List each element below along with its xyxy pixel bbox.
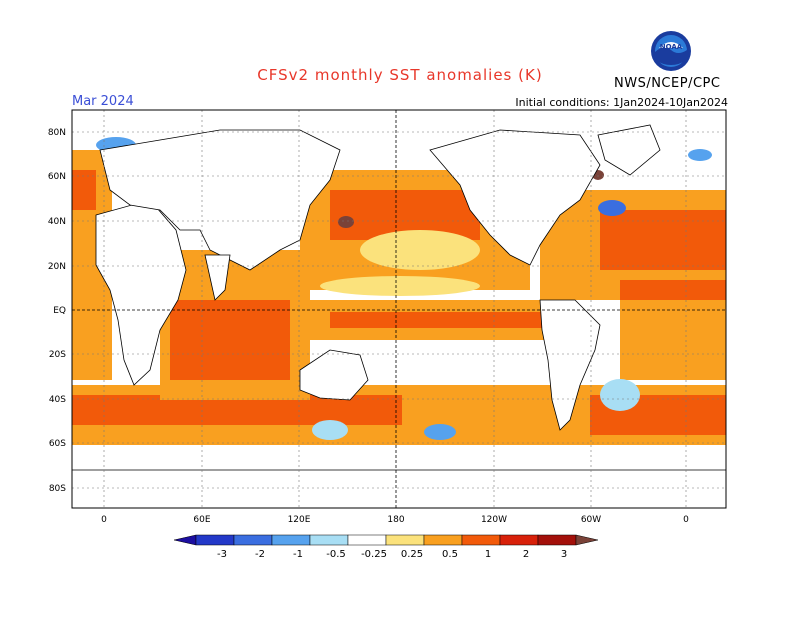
colorbar-min-arrow bbox=[173, 534, 197, 546]
initial-conditions: Initial conditions: 1Jan2024-10Jan2024 bbox=[515, 96, 728, 109]
agency-label: NWS/NCEP/CPC bbox=[614, 76, 721, 91]
graticule bbox=[72, 110, 726, 508]
lon-tick-label: 60E bbox=[193, 515, 210, 525]
colorbar-label: -0.5 bbox=[326, 549, 346, 560]
colorbar-label: -3 bbox=[217, 549, 227, 560]
colorbar-max-arrow bbox=[575, 534, 599, 546]
lon-tick-label: 120E bbox=[288, 515, 311, 525]
colorbar-label: 1 bbox=[485, 549, 491, 560]
colorbar-segment bbox=[423, 534, 463, 546]
lat-tick-label: EQ bbox=[53, 306, 66, 316]
colorbar-label: -2 bbox=[255, 549, 265, 560]
lon-tick-label: 120W bbox=[481, 515, 507, 525]
continents bbox=[72, 124, 726, 508]
colorbar-label: 0.25 bbox=[401, 549, 423, 560]
colorbar-label: -1 bbox=[293, 549, 303, 560]
logo-text: NOAA bbox=[660, 43, 683, 51]
eurasia bbox=[99, 129, 341, 271]
lon-tick-label: 0 bbox=[101, 515, 107, 525]
lon-tick-label: 0 bbox=[683, 515, 689, 525]
greenland bbox=[597, 124, 661, 176]
map-border bbox=[71, 109, 727, 509]
lat-tick-label: 80N bbox=[48, 128, 66, 138]
colorbar-label: 2 bbox=[523, 549, 529, 560]
colorbar-segment bbox=[499, 534, 539, 546]
colorbar-segment bbox=[271, 534, 311, 546]
lon-tick-label: 60W bbox=[581, 515, 601, 525]
lat-tick-label: 60S bbox=[49, 439, 66, 449]
map-title: CFSv2 monthly SST anomalies (K) bbox=[257, 66, 543, 84]
colorbar-segment bbox=[385, 534, 425, 546]
colorbar-label: -0.25 bbox=[361, 549, 387, 560]
lat-tick-label: 40N bbox=[48, 217, 66, 227]
colorbar-label: 3 bbox=[561, 549, 567, 560]
colorbar: -3 -2 -1 -0.5 -0.25 0.25 0.5 1 2 3 bbox=[173, 534, 599, 560]
lat-tick-label: 80S bbox=[49, 484, 66, 494]
lat-tick-label: 40S bbox=[49, 395, 66, 405]
colorbar-segment bbox=[537, 534, 577, 546]
lat-tick-label: 20N bbox=[48, 262, 66, 272]
colorbar-segment bbox=[233, 534, 273, 546]
colorbar-segment bbox=[309, 534, 349, 546]
colorbar-label: 0.5 bbox=[442, 549, 458, 560]
antarctica bbox=[72, 469, 726, 508]
colorbar-segment bbox=[195, 534, 235, 546]
africa bbox=[95, 199, 187, 386]
colorbar-segment bbox=[347, 534, 387, 546]
forecast-month: Mar 2024 bbox=[72, 94, 134, 109]
lat-axis: 80N 60N 40N 20N EQ 20S 40S 60S 80S bbox=[48, 128, 66, 494]
noaa-logo: NOAA bbox=[650, 30, 692, 72]
lat-tick-label: 20S bbox=[49, 350, 66, 360]
colorbar-segment bbox=[461, 534, 501, 546]
lat-tick-label: 60N bbox=[48, 172, 66, 182]
lon-axis: 0 60E 120E 180 120W 60W 0 bbox=[101, 515, 689, 525]
north-america bbox=[429, 129, 601, 266]
south-america bbox=[539, 299, 601, 431]
australia bbox=[299, 349, 369, 401]
lon-tick-label: 180 bbox=[387, 515, 404, 525]
